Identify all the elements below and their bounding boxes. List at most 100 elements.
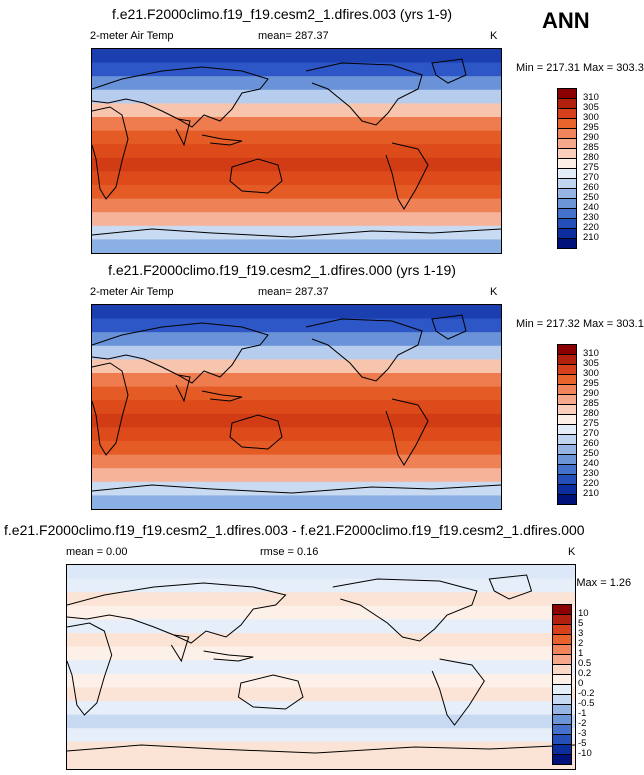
zonal-band [92,373,501,388]
zonal-band [67,701,575,716]
colorbar-tick-label: 270 [583,172,599,183]
colorbar-tick-label: 260 [583,182,599,193]
zonal-band [92,117,501,132]
colorbar-tick-label: 2 [578,638,584,649]
coastline [67,744,575,754]
zonal-band [67,687,575,702]
zonal-band [92,198,501,214]
colorbar-tick-label: 240 [583,202,599,213]
panel-1-minmax: Min = 217.31 Max = 303.36 [516,62,644,74]
zonal-band [92,185,501,200]
panel-3-units: K [568,546,576,558]
zonal-band [92,89,501,105]
coastline [431,658,485,726]
coastline [431,58,467,84]
colorbar-tick-label: 260 [583,438,599,449]
colorbar-tick-label: -3 [578,728,587,739]
zonal-band [67,714,575,730]
colorbar-swatch [552,754,572,765]
panel-2-units: K [490,286,498,298]
colorbar-tick-label: 0 [578,678,584,689]
colorbar-tick-label: 310 [583,92,599,103]
colorbar-tick-label: 250 [583,448,599,459]
panel-2-mean-label: mean= 287.37 [258,286,329,298]
colorbar-tick-label: 250 [583,192,599,203]
zonal-band [92,239,501,253]
zonal-band [67,673,575,689]
zonal-band [67,660,575,675]
zonal-band [92,305,501,320]
panel-3-map [66,564,576,770]
colorbar-tick-label: 220 [583,478,599,489]
zonal-band [92,332,501,347]
zonal-band [67,646,575,662]
colorbar-tick-label: -0.5 [578,698,595,709]
colorbar-tick-label: 3 [578,628,584,639]
coastline [305,318,423,382]
zonal-band [92,481,501,497]
panel-1-title: f.e21.F2000climo.f19_f19.cesm2_1.dfires.… [111,6,453,22]
colorbar-tick-label: 275 [583,418,599,429]
panel-3-title: f.e21.F2000climo.f19_f19.cesm2_1.dfires.… [4,522,585,538]
coastline [170,634,190,663]
zonal-band [92,225,501,241]
colorbar-tick-label: 275 [583,162,599,173]
zonal-band [92,468,501,483]
zonal-band [67,741,575,757]
zonal-band [92,441,501,456]
zonal-band [92,76,501,91]
zonal-band [92,212,501,227]
colorbar-tick-label: 210 [583,232,599,243]
colorbar-tick-label: 240 [583,458,599,469]
panel-3-rmse-label: rmse = 0.16 [260,546,319,558]
colorbar-tick-label: 295 [583,122,599,133]
zonal-band [92,427,501,442]
colorbar-tick-label: 1 [578,648,584,659]
coastline [431,314,467,340]
zonal-band [92,359,501,374]
zonal-band [92,345,501,361]
zonal-band [92,413,501,429]
panel-2-title: f.e21.F2000climo.f19_f19.cesm2_1.dfires.… [108,262,456,278]
zonal-band [67,755,575,769]
coastline [237,674,304,710]
coastline [305,62,423,126]
zonal-band [92,157,501,173]
colorbar-tick-label: 280 [583,152,599,163]
colorbar-tick-label: 230 [583,212,599,223]
colorbar-tick-label: 220 [583,222,599,233]
colorbar-tick-label: -10 [578,748,592,759]
colorbar-tick-label: 285 [583,398,599,409]
colorbar-tick-label: 290 [583,388,599,399]
coastline [175,118,191,147]
coastline [92,66,269,128]
panel-2-minmax: Min = 217.32 Max = 303.18 [516,318,644,330]
colorbar-tick-label: 285 [583,142,599,153]
zonal-band [67,578,575,594]
colorbar-tick-label: -0.2 [578,688,595,699]
zonal-band [67,633,575,648]
coastline [229,158,283,194]
colorbar-tick-label: 300 [583,112,599,123]
zonal-band [67,619,575,634]
zonal-band [67,605,575,621]
colorbar-tick-label: 300 [583,368,599,379]
coastline [229,414,283,450]
panel-1-mean-label: mean= 287.37 [258,30,329,42]
coastline [67,582,287,644]
coastline [332,578,478,642]
zonal-band [92,454,501,470]
colorbar-swatch [557,494,577,505]
colorbar-tick-label: -1 [578,708,587,719]
coastline [385,142,429,210]
zonal-band [67,565,575,580]
coastline [175,374,191,403]
zonal-band [92,103,501,118]
colorbar-swatch [557,238,577,249]
zonal-band [92,495,501,509]
colorbar-tick-label: 210 [583,488,599,499]
coastline [92,322,269,384]
panel-1-variable-label: 2-meter Air Temp [90,30,174,42]
colorbar-tick-label: 0.5 [578,658,592,669]
panel-2-variable-label: 2-meter Air Temp [90,286,174,298]
